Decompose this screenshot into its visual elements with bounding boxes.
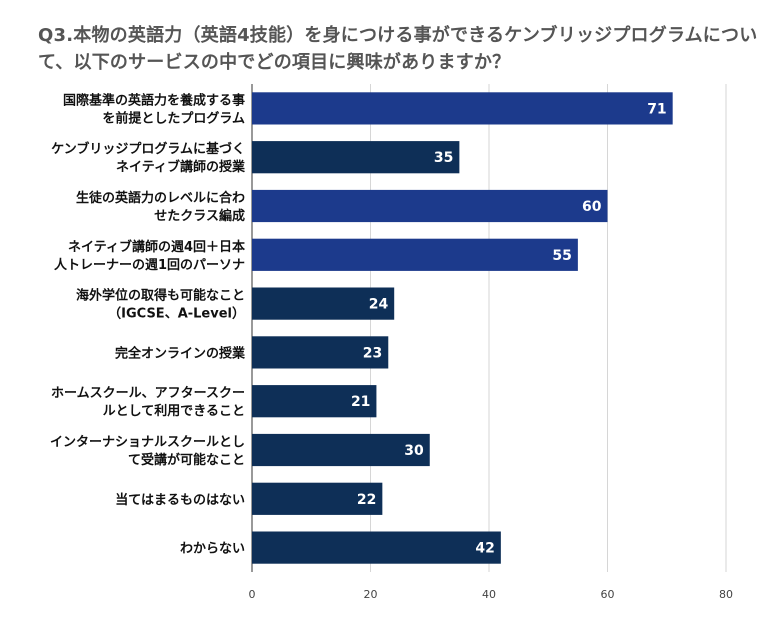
bar bbox=[252, 238, 578, 271]
category-label: 生徒の英語力のレベルに合わせたクラス編成 bbox=[76, 190, 245, 224]
category-label-line: 完全オンラインの授業 bbox=[115, 345, 246, 361]
value-label: 71 bbox=[647, 101, 666, 117]
category-label: わからない bbox=[180, 542, 245, 557]
category-label-line: インターナショナルスクールとし bbox=[50, 435, 245, 450]
category-label: 完全オンラインの授業 bbox=[115, 345, 246, 361]
bars bbox=[252, 92, 673, 564]
value-label: 60 bbox=[582, 199, 602, 215]
chart-title: Q3.本物の英語力（英語4技能）を身につける事ができるケンブリッジプログラムにつ… bbox=[38, 25, 758, 73]
value-label: 30 bbox=[404, 443, 424, 459]
category-label: ネイティブ講師の週4回＋日本人トレーナーの週1回のパーソナ bbox=[54, 239, 245, 273]
category-label: インターナショナルスクールとして受講が可能なこと bbox=[50, 435, 245, 468]
bar bbox=[252, 385, 377, 418]
bar bbox=[252, 287, 395, 320]
x-tick-label: 60 bbox=[601, 588, 615, 601]
category-label-line: ケンブリッジプログラムに基づく bbox=[51, 141, 245, 157]
x-tick-label: 40 bbox=[482, 588, 496, 601]
value-labels: 71 35 60 55 24 23 21 30 22 42 bbox=[351, 101, 667, 556]
bar bbox=[252, 336, 389, 369]
category-label: ホームスクール、アフタースクールとして利用できること bbox=[51, 386, 245, 419]
category-labels: 国際基準の英語力を養成する事を前提としたプログラムケンブリッジプログラムに基づく… bbox=[50, 92, 246, 556]
category-label-line: ルとして利用できること bbox=[103, 403, 245, 419]
category-label-line: ホームスクール、アフタースクー bbox=[51, 386, 245, 401]
x-axis-ticks: 0 20 40 60 80 bbox=[249, 588, 734, 601]
value-label: 21 bbox=[351, 394, 370, 410]
bar bbox=[252, 433, 430, 467]
category-label-line: 生徒の英語力のレベルに合わ bbox=[76, 190, 245, 206]
bar bbox=[252, 141, 460, 174]
category-label-line: 海外学位の取得も可能なこと bbox=[76, 288, 245, 304]
bar bbox=[252, 482, 383, 515]
bar bbox=[252, 531, 501, 564]
value-label: 35 bbox=[434, 150, 453, 166]
category-label-line: 当てはまるものはない bbox=[115, 492, 245, 508]
value-label: 42 bbox=[475, 541, 494, 557]
category-label-line: （IGCSE、A-Level） bbox=[108, 306, 245, 322]
category-label-line: 人トレーナーの週1回のパーソナ bbox=[54, 257, 245, 273]
x-tick-label: 0 bbox=[249, 588, 256, 601]
category-label-line: て受講が可能なこと bbox=[128, 452, 245, 468]
x-tick-label: 80 bbox=[719, 588, 733, 601]
value-label: 55 bbox=[552, 248, 571, 264]
value-label: 22 bbox=[357, 492, 376, 508]
category-label: 当てはまるものはない bbox=[115, 492, 245, 508]
category-label-line: を前提としたプログラム bbox=[102, 110, 245, 126]
x-tick-label: 20 bbox=[364, 588, 378, 601]
category-label-line: わからない bbox=[180, 542, 245, 557]
category-label-line: 国際基準の英語力を養成する事 bbox=[63, 92, 245, 108]
value-label: 23 bbox=[363, 345, 382, 361]
category-label: ケンブリッジプログラムに基づくネイティブ講師の授業 bbox=[51, 141, 246, 175]
value-label: 24 bbox=[369, 297, 389, 313]
category-label-line: せたクラス編成 bbox=[154, 208, 245, 224]
category-label-line: ネイティブ講師の授業 bbox=[116, 159, 246, 175]
bar bbox=[252, 92, 673, 125]
bar bbox=[252, 189, 608, 223]
category-label: 国際基準の英語力を養成する事を前提としたプログラム bbox=[63, 92, 245, 126]
category-label-line: ネイティブ講師の週4回＋日本 bbox=[68, 239, 245, 255]
category-label: 海外学位の取得も可能なこと （IGCSE、A-Level） bbox=[76, 288, 245, 322]
